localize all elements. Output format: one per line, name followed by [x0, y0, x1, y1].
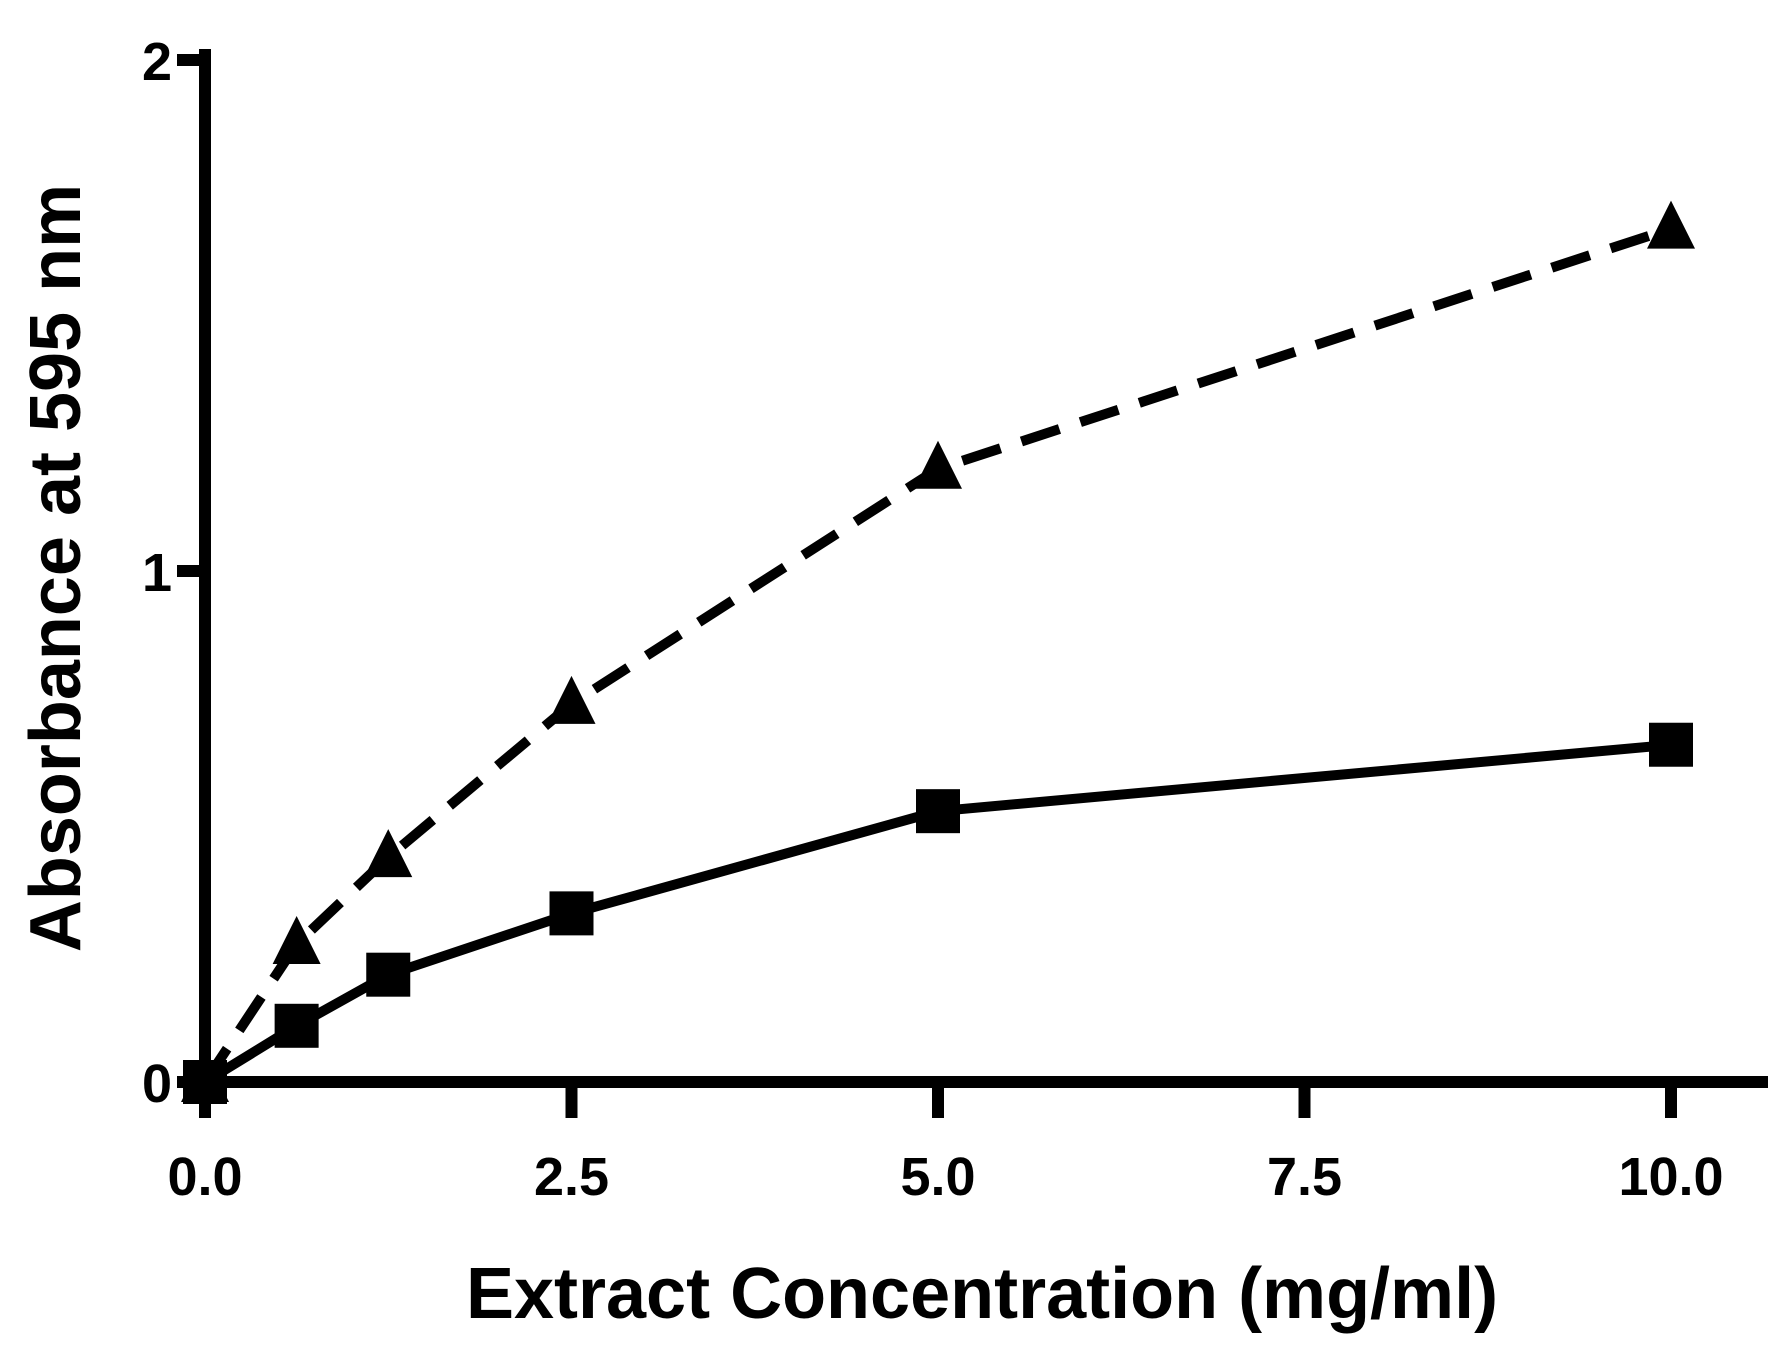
triangle-marker	[364, 829, 413, 878]
y-tick-label: 1	[142, 543, 172, 603]
square-marker	[916, 789, 960, 834]
square-marker	[549, 891, 594, 936]
x-axis-title: Extract Concentration (mg/ml)	[466, 1254, 1498, 1334]
square-marker	[274, 1003, 319, 1048]
x-tick-label: 2.5	[534, 1147, 609, 1207]
axes-layer	[199, 49, 1768, 1088]
square-marker	[1649, 722, 1693, 767]
triangle-marker	[547, 675, 596, 724]
y-tick-label: 2	[142, 32, 172, 92]
y-axis-title: Absorbance at 595 nm	[16, 184, 96, 952]
triangle-marker	[1647, 200, 1695, 249]
ticks-layer: 0.0 2.5 5.0 7.5 10.0 0 1 2	[142, 32, 1724, 1207]
triangle-series-line	[200, 223, 1673, 1085]
x-tick-label: 7.5	[1267, 1147, 1342, 1207]
triangle-marker	[272, 916, 321, 965]
x-tick-label: 10.0	[1618, 1147, 1723, 1207]
triangle-marker	[914, 440, 962, 489]
series-layer	[181, 200, 1695, 1104]
square-marker	[366, 952, 411, 997]
y-tick-label: 0	[142, 1054, 172, 1114]
x-tick-label: 0.0	[167, 1147, 242, 1207]
x-tick-label: 5.0	[900, 1147, 975, 1207]
